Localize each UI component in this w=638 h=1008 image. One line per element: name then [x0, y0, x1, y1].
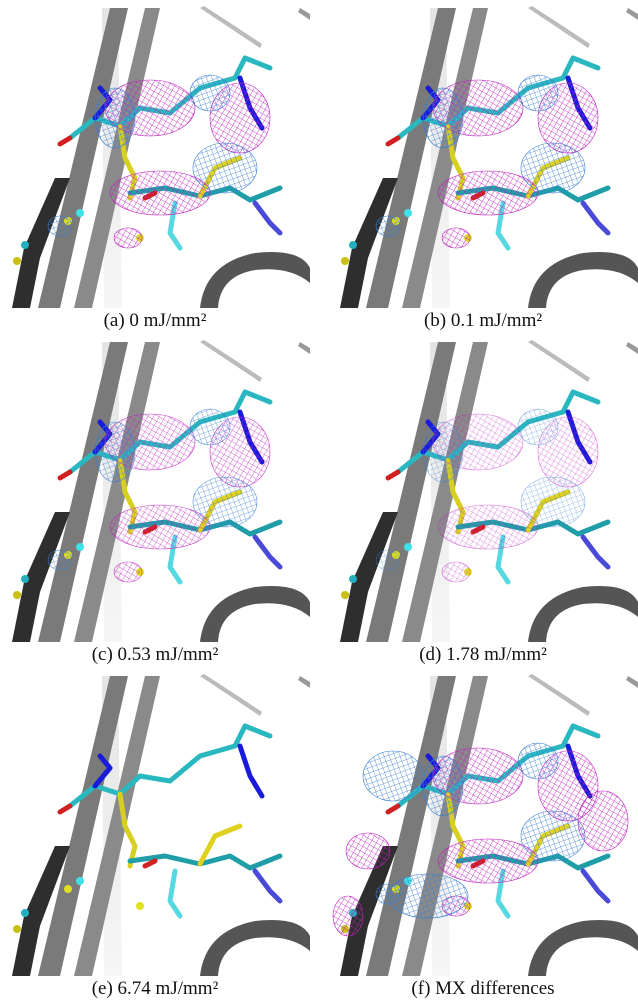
structure-image [328, 340, 638, 642]
panel-caption: (e) 6.74 mJ/mm² [92, 978, 219, 999]
structure-image [0, 340, 310, 642]
panel [328, 674, 638, 976]
structure-image [0, 674, 310, 976]
panel [0, 6, 310, 308]
panel [328, 6, 638, 308]
panel-caption: (f) MX differences [411, 978, 554, 999]
panel [328, 340, 638, 642]
panel-caption: (d) 1.78 mJ/mm² [419, 644, 547, 665]
structure-image [0, 6, 310, 308]
structure-image [328, 6, 638, 308]
panel [0, 674, 310, 976]
panel [0, 340, 310, 642]
panel-caption: (c) 0.53 mJ/mm² [92, 644, 219, 665]
panel-caption: (a) 0 mJ/mm² [104, 310, 207, 331]
panel-caption: (b) 0.1 mJ/mm² [424, 310, 542, 331]
